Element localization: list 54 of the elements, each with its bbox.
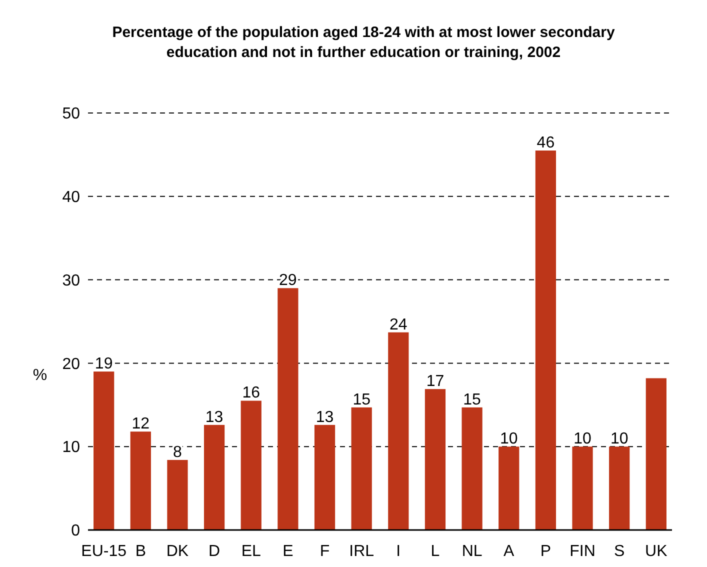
data-label: 15 xyxy=(463,391,482,408)
data-label: 13 xyxy=(316,408,334,426)
data-label: 16 xyxy=(242,384,260,402)
x-tick-label: EU-15 xyxy=(81,543,127,560)
y-tick-label: 30 xyxy=(62,272,80,290)
bar xyxy=(130,432,151,530)
bar xyxy=(351,407,372,530)
y-tick-label: 50 xyxy=(62,106,80,123)
x-tick-label: F xyxy=(320,543,330,560)
y-tick-label: 40 xyxy=(62,189,80,206)
x-tick-label: B xyxy=(135,543,146,560)
x-tick-label: E xyxy=(282,543,294,560)
data-label: 17 xyxy=(426,373,444,390)
x-tick-label: S xyxy=(614,543,625,560)
y-tick-label: 20 xyxy=(62,356,80,373)
data-label: 29 xyxy=(279,272,297,290)
x-tick-label: DK xyxy=(166,543,189,560)
x-tick-label: UK xyxy=(645,543,668,560)
data-label: 15 xyxy=(352,391,371,408)
bar xyxy=(498,446,520,530)
bar xyxy=(240,400,262,530)
x-tick-label: D xyxy=(208,543,220,560)
data-label: 12 xyxy=(132,416,150,433)
x-tick-label: A xyxy=(504,543,515,560)
data-label: 8 xyxy=(173,444,182,461)
data-label: 10 xyxy=(574,430,592,448)
bar xyxy=(609,446,630,530)
bar xyxy=(314,424,336,530)
data-label: 10 xyxy=(610,430,628,448)
data-label: 24 xyxy=(390,316,408,334)
y-tick-label: 10 xyxy=(62,439,80,456)
y-tick-label: 0 xyxy=(71,522,80,540)
bar xyxy=(424,389,446,530)
x-tick-label: FIN xyxy=(570,543,596,560)
bar xyxy=(462,407,482,530)
x-tick-label: L xyxy=(430,543,440,560)
chart-title: Percentage of the population aged 18-24 with at most lower secondary education and not in further education or training, 2002 xyxy=(112,24,616,61)
x-tick-label: IRL xyxy=(349,543,374,560)
bar xyxy=(94,372,114,530)
bar xyxy=(278,288,298,530)
bar xyxy=(535,150,556,530)
bar xyxy=(646,378,666,530)
x-tick-label: P xyxy=(540,543,552,560)
bar xyxy=(167,460,188,530)
x-tick-label: I xyxy=(396,543,401,560)
data-label: 10 xyxy=(500,430,518,448)
bar xyxy=(572,446,593,530)
x-tick-label: NL xyxy=(462,543,482,560)
bar xyxy=(388,332,409,530)
x-tick-label: EL xyxy=(241,543,262,560)
data-label: 46 xyxy=(536,134,555,152)
data-label: 13 xyxy=(205,408,224,426)
bar xyxy=(204,424,225,530)
y-axis-title: % xyxy=(32,366,48,384)
